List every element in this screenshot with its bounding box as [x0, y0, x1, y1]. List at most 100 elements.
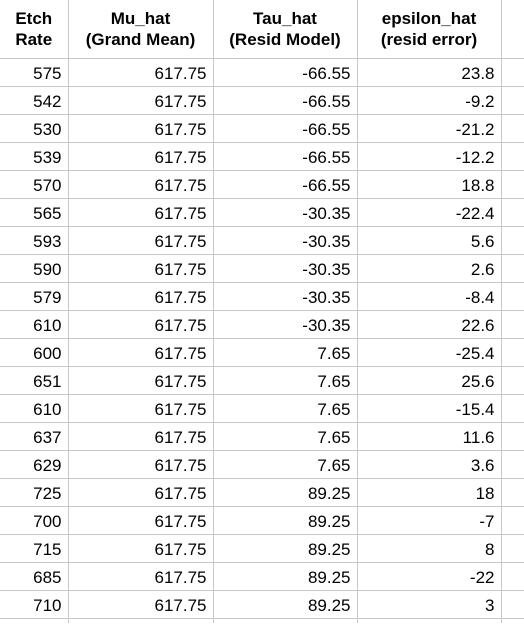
mu-hat-cell[interactable]: 617.75	[68, 142, 214, 171]
empty-column-cell[interactable]	[501, 338, 524, 367]
empty-column-cell[interactable]	[501, 142, 524, 171]
tau-hat-cell[interactable]: 89.25	[213, 590, 358, 619]
etch-rate-cell[interactable]: 610	[0, 394, 69, 423]
empty-cell[interactable]	[68, 618, 214, 623]
empty-column-cell[interactable]	[501, 310, 524, 339]
tau-hat-cell[interactable]: 89.25	[213, 478, 358, 507]
mu-hat-cell[interactable]: 617.75	[68, 394, 214, 423]
epsilon-hat-cell[interactable]: -22.4	[357, 198, 502, 227]
empty-cell[interactable]	[357, 618, 502, 623]
tau-hat-cell[interactable]: -30.35	[213, 310, 358, 339]
mu-hat-cell[interactable]: 617.75	[68, 478, 214, 507]
empty-column-cell[interactable]	[501, 506, 524, 535]
empty-column-cell[interactable]	[501, 114, 524, 143]
etch-rate-cell[interactable]: 725	[0, 478, 69, 507]
empty-column-cell[interactable]	[501, 226, 524, 255]
epsilon-hat-cell[interactable]: 8	[357, 534, 502, 563]
empty-column-cell[interactable]	[501, 394, 524, 423]
epsilon-hat-cell[interactable]: 11.6	[357, 422, 502, 451]
etch-rate-cell[interactable]: 685	[0, 562, 69, 591]
mu-hat-cell[interactable]: 617.75	[68, 310, 214, 339]
epsilon-hat-cell[interactable]: 3	[357, 590, 502, 619]
empty-column-cell[interactable]	[501, 282, 524, 311]
etch-rate-cell[interactable]: 590	[0, 254, 69, 283]
empty-column-cell[interactable]	[501, 58, 524, 87]
mu-hat-cell[interactable]: 617.75	[68, 450, 214, 479]
epsilon-hat-cell[interactable]: -9.2	[357, 86, 502, 115]
epsilon-hat-cell[interactable]: 2.6	[357, 254, 502, 283]
mu-hat-cell[interactable]: 617.75	[68, 170, 214, 199]
tau-hat-cell[interactable]: 89.25	[213, 506, 358, 535]
mu-hat-cell[interactable]: 617.75	[68, 534, 214, 563]
tau-hat-cell[interactable]: 7.65	[213, 338, 358, 367]
mu-hat-cell[interactable]: 617.75	[68, 506, 214, 535]
etch-rate-cell[interactable]: 570	[0, 170, 69, 199]
tau-hat-cell[interactable]: 89.25	[213, 562, 358, 591]
header-etch-rate[interactable]: Etch Rate	[0, 0, 69, 59]
etch-rate-cell[interactable]: 610	[0, 310, 69, 339]
epsilon-hat-cell[interactable]: 5.6	[357, 226, 502, 255]
epsilon-hat-cell[interactable]: 25.6	[357, 366, 502, 395]
tau-hat-cell[interactable]: -66.55	[213, 142, 358, 171]
tau-hat-cell[interactable]: 7.65	[213, 450, 358, 479]
empty-column-cell[interactable]	[501, 0, 524, 59]
epsilon-hat-cell[interactable]: -15.4	[357, 394, 502, 423]
empty-column-cell[interactable]	[501, 562, 524, 591]
etch-rate-cell[interactable]: 710	[0, 590, 69, 619]
tau-hat-cell[interactable]: 89.25	[213, 534, 358, 563]
tau-hat-cell[interactable]: 7.65	[213, 394, 358, 423]
mu-hat-cell[interactable]: 617.75	[68, 282, 214, 311]
tau-hat-cell[interactable]: -30.35	[213, 254, 358, 283]
epsilon-hat-cell[interactable]: 22.6	[357, 310, 502, 339]
tau-hat-cell[interactable]: -66.55	[213, 114, 358, 143]
etch-rate-cell[interactable]: 600	[0, 338, 69, 367]
tau-hat-cell[interactable]: -30.35	[213, 226, 358, 255]
epsilon-hat-cell[interactable]: -7	[357, 506, 502, 535]
empty-column-cell[interactable]	[501, 86, 524, 115]
mu-hat-cell[interactable]: 617.75	[68, 58, 214, 87]
tau-hat-cell[interactable]: -30.35	[213, 282, 358, 311]
header-mu-hat[interactable]: Mu_hat (Grand Mean)	[68, 0, 214, 59]
mu-hat-cell[interactable]: 617.75	[68, 254, 214, 283]
tau-hat-cell[interactable]: 7.65	[213, 366, 358, 395]
etch-rate-cell[interactable]: 651	[0, 366, 69, 395]
etch-rate-cell[interactable]: 629	[0, 450, 69, 479]
tau-hat-cell[interactable]: -66.55	[213, 170, 358, 199]
tau-hat-cell[interactable]: -30.35	[213, 198, 358, 227]
mu-hat-cell[interactable]: 617.75	[68, 114, 214, 143]
empty-column-cell[interactable]	[501, 534, 524, 563]
etch-rate-cell[interactable]: 579	[0, 282, 69, 311]
tau-hat-cell[interactable]: 7.65	[213, 422, 358, 451]
empty-column-cell[interactable]	[501, 422, 524, 451]
mu-hat-cell[interactable]: 617.75	[68, 198, 214, 227]
epsilon-hat-cell[interactable]: 23.8	[357, 58, 502, 87]
epsilon-hat-cell[interactable]: -22	[357, 562, 502, 591]
epsilon-hat-cell[interactable]: -12.2	[357, 142, 502, 171]
empty-column-cell[interactable]	[501, 198, 524, 227]
epsilon-hat-cell[interactable]: -21.2	[357, 114, 502, 143]
mu-hat-cell[interactable]: 617.75	[68, 86, 214, 115]
tau-hat-cell[interactable]: -66.55	[213, 58, 358, 87]
header-tau-hat[interactable]: Tau_hat (Resid Model)	[213, 0, 358, 59]
empty-cell[interactable]	[213, 618, 358, 623]
etch-rate-cell[interactable]: 530	[0, 114, 69, 143]
epsilon-hat-cell[interactable]: -25.4	[357, 338, 502, 367]
mu-hat-cell[interactable]: 617.75	[68, 366, 214, 395]
epsilon-hat-cell[interactable]: 18	[357, 478, 502, 507]
empty-column-cell[interactable]	[501, 478, 524, 507]
etch-rate-cell[interactable]: 637	[0, 422, 69, 451]
epsilon-hat-cell[interactable]: 18.8	[357, 170, 502, 199]
empty-column-cell[interactable]	[501, 254, 524, 283]
mu-hat-cell[interactable]: 617.75	[68, 226, 214, 255]
empty-column-cell[interactable]	[501, 366, 524, 395]
empty-cell[interactable]	[0, 618, 69, 623]
tau-hat-cell[interactable]: -66.55	[213, 86, 358, 115]
mu-hat-cell[interactable]: 617.75	[68, 338, 214, 367]
etch-rate-cell[interactable]: 700	[0, 506, 69, 535]
etch-rate-cell[interactable]: 715	[0, 534, 69, 563]
empty-column-cell[interactable]	[501, 170, 524, 199]
mu-hat-cell[interactable]: 617.75	[68, 422, 214, 451]
etch-rate-cell[interactable]: 539	[0, 142, 69, 171]
empty-cell[interactable]	[501, 619, 524, 624]
etch-rate-cell[interactable]: 575	[0, 58, 69, 87]
